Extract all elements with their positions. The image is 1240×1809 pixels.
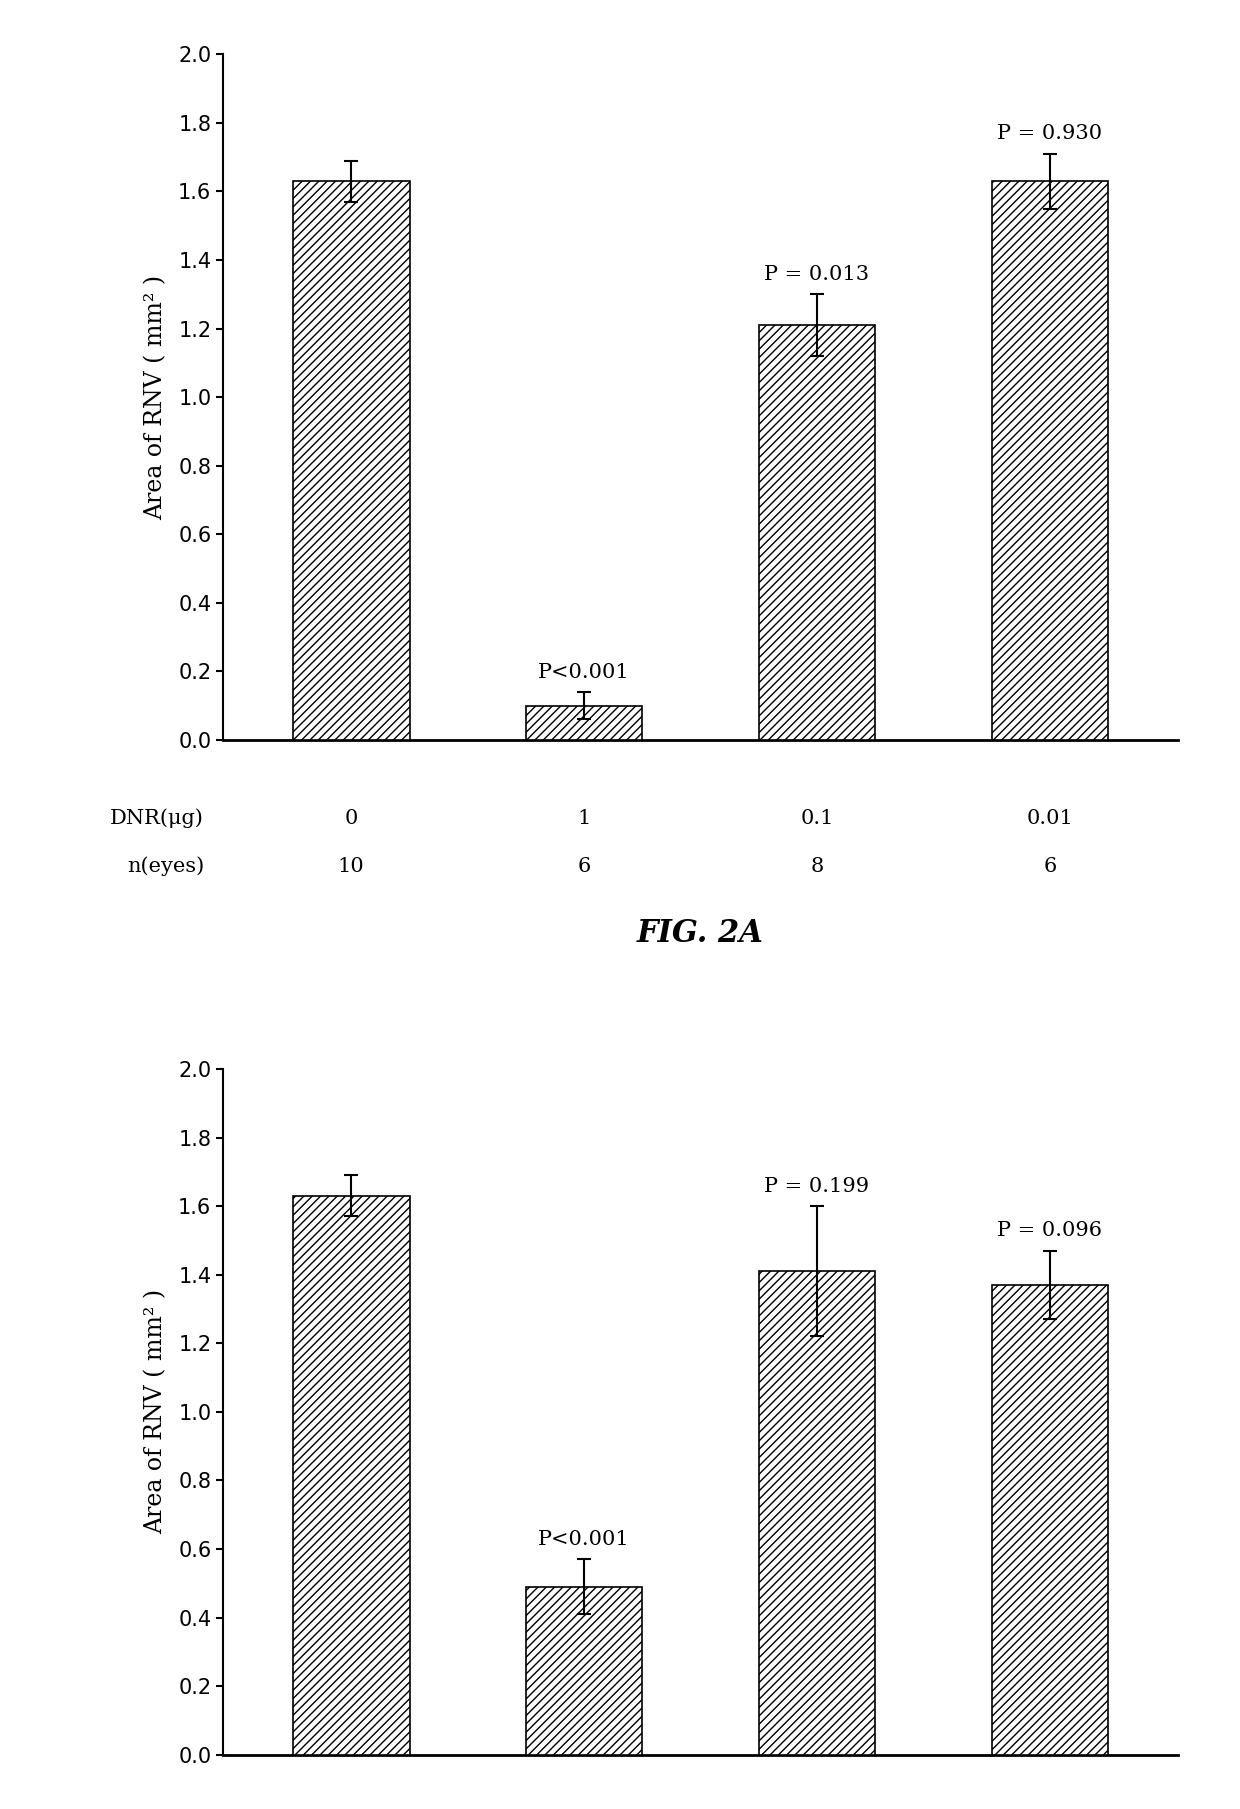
- Bar: [526, 706, 642, 740]
- Bar: [759, 1272, 875, 1755]
- Text: FIG. 2A: FIG. 2A: [637, 919, 764, 950]
- Bar: [759, 326, 875, 740]
- Bar: [992, 181, 1109, 740]
- Text: P<0.001: P<0.001: [538, 662, 630, 682]
- Text: 10: 10: [339, 856, 365, 876]
- Text: 1: 1: [578, 809, 590, 827]
- Text: 6: 6: [1043, 856, 1056, 876]
- Text: 0: 0: [345, 809, 358, 827]
- Text: DNR(μg): DNR(μg): [110, 809, 205, 829]
- Bar: [526, 1586, 642, 1755]
- Text: P = 0.930: P = 0.930: [997, 125, 1102, 143]
- Y-axis label: Area of RNV ( mm² ): Area of RNV ( mm² ): [144, 1290, 167, 1534]
- Bar: [992, 1284, 1109, 1755]
- Text: n(eyes): n(eyes): [126, 856, 205, 876]
- Text: 0.1: 0.1: [800, 809, 833, 827]
- Text: P = 0.096: P = 0.096: [997, 1221, 1102, 1241]
- Text: P<0.001: P<0.001: [538, 1530, 630, 1549]
- Bar: [293, 1196, 409, 1755]
- Text: P = 0.199: P = 0.199: [765, 1178, 869, 1196]
- Bar: [293, 181, 409, 740]
- Y-axis label: Area of RNV ( mm² ): Area of RNV ( mm² ): [144, 275, 167, 519]
- Text: P = 0.013: P = 0.013: [765, 264, 869, 284]
- Text: 8: 8: [811, 856, 823, 876]
- Text: 6: 6: [578, 856, 590, 876]
- Text: 0.01: 0.01: [1027, 809, 1074, 827]
